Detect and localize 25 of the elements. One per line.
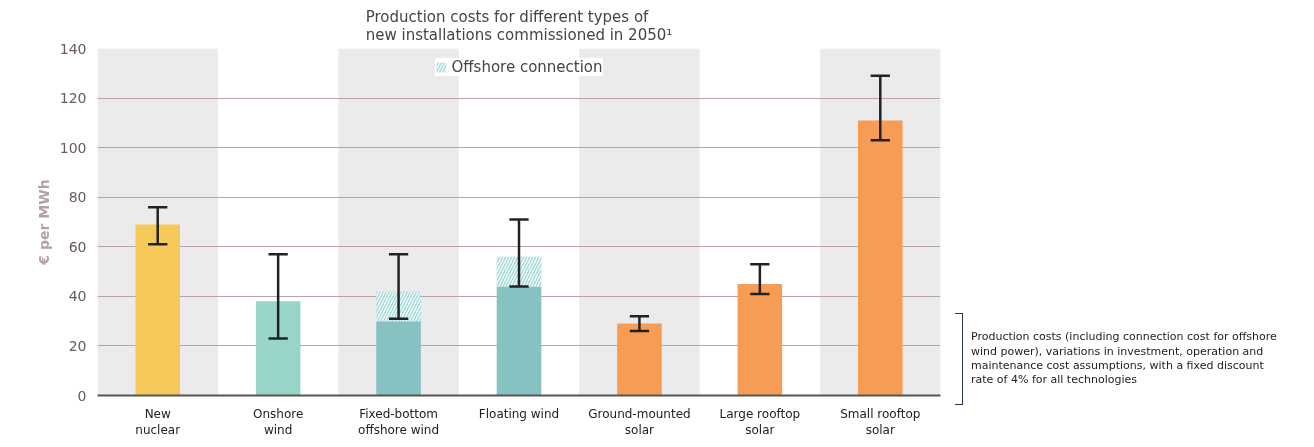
y-tick-label: 40 [68,288,87,305]
x-tick-label: Fixed-bottom offshore wind [358,406,440,438]
y-axis-title: € per MWh [35,179,52,266]
chart-title: Production costs for different types of new installations commissioned in 2050¹ [365,7,673,44]
y-tick-label: 100 [59,139,87,156]
x-tick-label: Large rooftop solar [719,406,801,438]
bar [617,323,662,396]
bar [737,283,783,396]
bar [255,301,301,396]
x-tick-label: Floating wind [478,406,560,421]
y-tick-label: 60 [68,238,87,255]
x-tick-label: Ground-mounted solar [588,406,691,438]
y-tick-label: 120 [59,90,87,107]
y-tick-label: 0 [77,387,87,404]
bar [135,224,180,396]
x-tick-label: Onshore wind [252,406,304,438]
bar [496,286,542,396]
legend-label: Offshore connection [451,58,603,76]
y-tick-label: 80 [68,189,87,206]
bar [376,321,421,396]
y-tick-label: 20 [68,337,87,354]
x-tick-label: Small rooftop solar [840,406,921,438]
y-tick-label: 140 [59,40,87,57]
x-tick-label: New nuclear [135,406,181,438]
text: Production costs (including connection cost for offshore wind power), variations in investment, operation and maintenance cost assumptions, with a fixed discount rate of 4% for all technologies [971,330,1278,388]
